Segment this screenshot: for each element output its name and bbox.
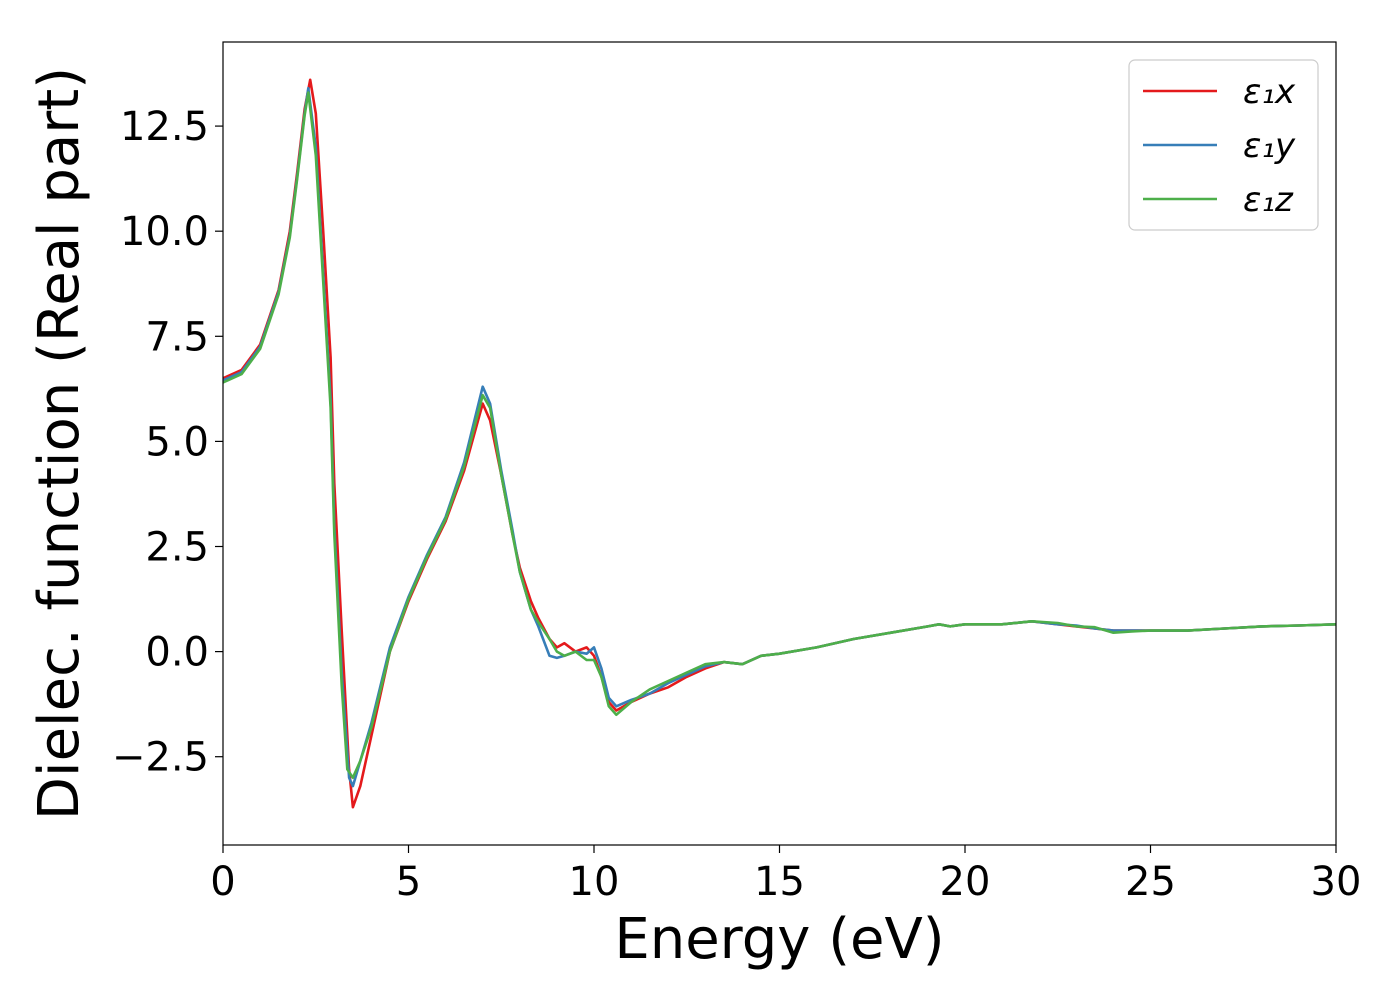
- legend: ε₁x ε₁y ε₁z: [1128, 59, 1319, 231]
- series-layer: [223, 78, 1336, 809]
- legend-box: [1128, 59, 1319, 231]
- y-tick-label: 5.0: [145, 419, 209, 465]
- y-tick-label: 10.0: [120, 209, 209, 255]
- x-tick-label: 25: [1125, 859, 1176, 905]
- x-axis: 0 5 10 15 20 25 30: [210, 845, 1361, 905]
- x-tick-label: 10: [569, 859, 620, 905]
- y-tick-label: 7.5: [145, 314, 209, 360]
- series-line-3: [223, 91, 1336, 779]
- y-tick-label: 0.0: [145, 630, 209, 676]
- x-tick-label: 20: [940, 859, 991, 905]
- x-axis-title: Energy (eV): [614, 907, 944, 972]
- y-axis-title: Dielec. function (Real part): [27, 67, 92, 820]
- legend-label-1: ε₁x: [1243, 72, 1296, 112]
- y-tick-label: 2.5: [145, 525, 209, 571]
- x-tick-label: 15: [754, 859, 805, 905]
- legend-label-3: ε₁z: [1243, 180, 1294, 220]
- y-tick-label: 12.5: [120, 104, 209, 150]
- y-tick-label: −2.5: [112, 735, 209, 781]
- x-tick-label: 30: [1311, 859, 1362, 905]
- legend-label-2: ε₁y: [1243, 126, 1296, 166]
- y-axis: −2.5 0.0 2.5 5.0 7.5 10.0 12.5: [112, 104, 223, 781]
- x-tick-label: 0: [210, 859, 235, 905]
- x-tick-label: 5: [396, 859, 421, 905]
